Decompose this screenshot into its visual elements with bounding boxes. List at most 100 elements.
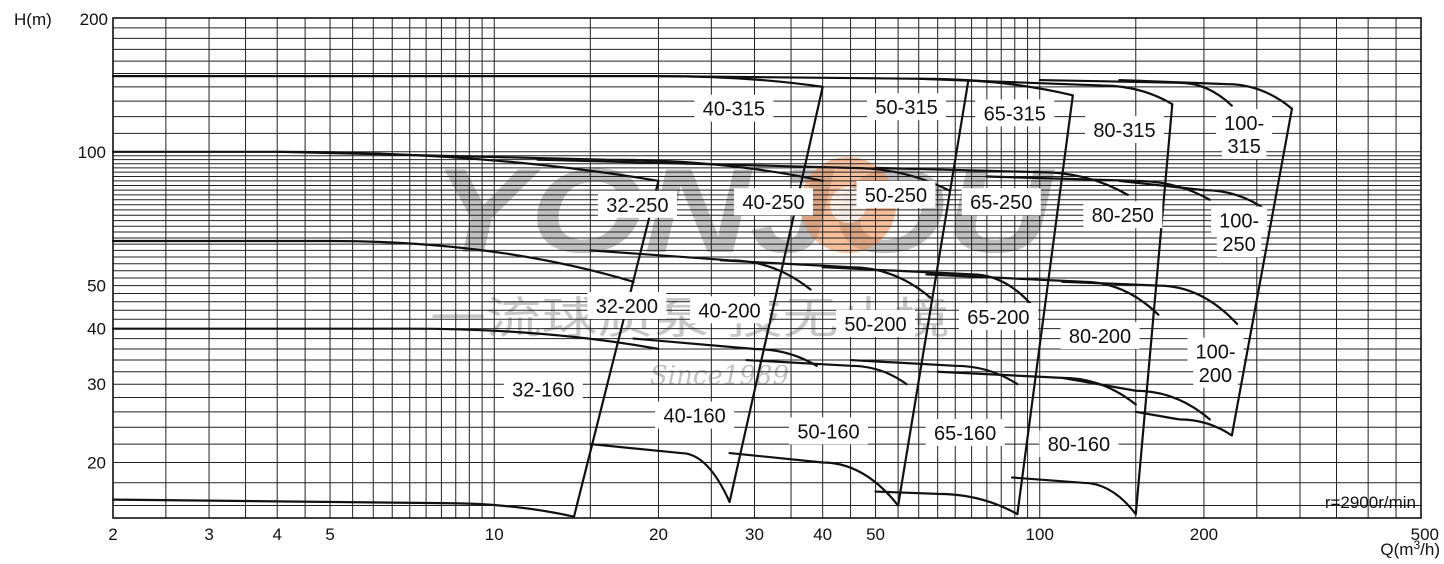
head-curve-c11 <box>1118 179 1268 212</box>
zone-label-group: 100- <box>1211 206 1268 234</box>
zone-label-group: 32-160 <box>503 375 583 403</box>
x-tick-labels: 2 3 4 5 10 20 30 40 50 100 200 500 <box>108 525 1439 544</box>
head-curve-c22 <box>936 370 1137 406</box>
zone-label-bg <box>587 291 667 319</box>
zone-label: 40-200 <box>698 300 760 322</box>
zone-label-bg <box>1084 115 1164 143</box>
x-tick-label: 30 <box>745 525 764 544</box>
zone-label-group: 315 <box>1221 132 1267 160</box>
zone-label-bg <box>1187 337 1244 365</box>
zone-boundary-b3 <box>897 79 970 506</box>
zone-label-bg <box>1221 132 1267 160</box>
head-curve-c24 <box>111 498 576 518</box>
head-curve-c25 <box>589 442 731 504</box>
x-axis-label: Q(m3/h) <box>1380 538 1440 559</box>
x-tick-label: 40 <box>813 525 832 544</box>
y-axis-label: H(m) <box>14 10 52 29</box>
zone-label-group: 40-315 <box>694 94 774 122</box>
y-tick-label: 200 <box>80 10 108 29</box>
zone-label-bg <box>925 418 1005 446</box>
zone-label-bg <box>1193 360 1238 388</box>
zone-label-bg <box>836 309 916 337</box>
zone-label-group: 65-160 <box>925 418 1005 446</box>
zone-label-group: 100- <box>1187 337 1244 365</box>
head-curve-c27 <box>874 490 1019 516</box>
zone-label-group: 80-250 <box>1083 201 1163 229</box>
y-tick-label: 20 <box>87 453 106 472</box>
zone-boundaries <box>572 79 1294 517</box>
head-curve-c5 <box>1118 78 1294 110</box>
head-curve-c23 <box>1061 376 1211 421</box>
zone-label-bg <box>690 296 770 324</box>
zone-label: 65-250 <box>970 192 1032 214</box>
zone-label: 80-200 <box>1069 326 1131 348</box>
head-curve-c3 <box>917 77 1174 106</box>
y-tick-label: 100 <box>78 143 106 162</box>
zone-label: 315 <box>1227 136 1260 158</box>
head-curve-c8 <box>536 158 950 192</box>
head-curve-c26 <box>728 451 900 507</box>
x-tick-label: 500 <box>1411 525 1439 544</box>
zone-label: 100- <box>1219 211 1259 233</box>
x-tick-label: 200 <box>1190 525 1218 544</box>
zone-boundary-b1 <box>572 180 660 517</box>
zone-label: 65-160 <box>934 423 996 445</box>
zone-boundary-b6 <box>1230 108 1294 436</box>
zone-label-group: 40-250 <box>733 188 813 216</box>
zone-label: 40-315 <box>703 99 765 121</box>
zone-boundary-b4 <box>1016 95 1074 515</box>
x-tick-label: 10 <box>485 525 504 544</box>
zone-label: 50-250 <box>865 185 927 207</box>
zone-label-group: 50-250 <box>856 180 936 208</box>
head-curves <box>111 75 1294 518</box>
head-curve-c18 <box>111 327 660 351</box>
zone-label-bg <box>1039 430 1119 458</box>
watermark-since: Since1989 <box>650 361 789 391</box>
zone-label-bg <box>961 188 1041 216</box>
zone-label-bg <box>1083 201 1163 229</box>
head-curve-c14 <box>719 259 932 299</box>
zone-label-group: 32-250 <box>597 190 677 218</box>
zone-label-group: 50-160 <box>789 417 869 445</box>
zone-label: 32-250 <box>606 195 668 217</box>
head-curve-c9 <box>874 166 1129 196</box>
x-tick-label: 20 <box>649 525 668 544</box>
zone-label-group: 100- <box>1216 109 1273 137</box>
zone-label: 50-315 <box>875 97 937 119</box>
zone-label-group: 250 <box>1216 230 1262 258</box>
zone-label: 80-315 <box>1093 120 1155 142</box>
zone-label: 32-160 <box>512 379 574 401</box>
zone-label-group: 65-315 <box>975 99 1055 127</box>
zone-label: 100- <box>1195 342 1235 364</box>
speed-annotation: r=2900r/min <box>1325 493 1416 512</box>
x-tick-label: 50 <box>866 525 885 544</box>
zone-label-bg <box>1060 322 1140 350</box>
zone-label-group: 80-200 <box>1060 322 1140 350</box>
x-tick-label: 5 <box>325 525 334 544</box>
zone-label: 50-200 <box>844 314 906 336</box>
zone-label-group: 50-200 <box>836 309 916 337</box>
x-tick-label: 100 <box>1026 525 1054 544</box>
zone-label-group: 40-160 <box>655 401 735 429</box>
zone-label-bg <box>975 99 1055 127</box>
head-curve-c2 <box>657 75 1074 97</box>
plot-frame <box>112 17 1422 519</box>
zone-label-bg <box>597 190 677 218</box>
zone-label-bg <box>1216 109 1273 137</box>
x-tick-label: 3 <box>204 525 213 544</box>
y-tick-label: 30 <box>87 375 106 394</box>
head-curve-c19 <box>632 337 818 367</box>
zone-label: 250 <box>1222 234 1255 256</box>
zone-label-bg <box>958 302 1038 330</box>
zone-label-group: 80-315 <box>1084 115 1164 143</box>
zone-label: 80-160 <box>1048 434 1110 456</box>
zone-boundary-b2 <box>728 86 824 503</box>
zone-label: 65-200 <box>967 307 1029 329</box>
zone-label-group: 50-315 <box>867 93 947 121</box>
zone-label-group: 200 <box>1193 360 1238 388</box>
head-curve-c15 <box>821 266 1034 308</box>
zone-label: 40-160 <box>664 406 726 428</box>
x-tick-label: 2 <box>108 525 117 544</box>
head-curve-c28 <box>1011 476 1137 516</box>
